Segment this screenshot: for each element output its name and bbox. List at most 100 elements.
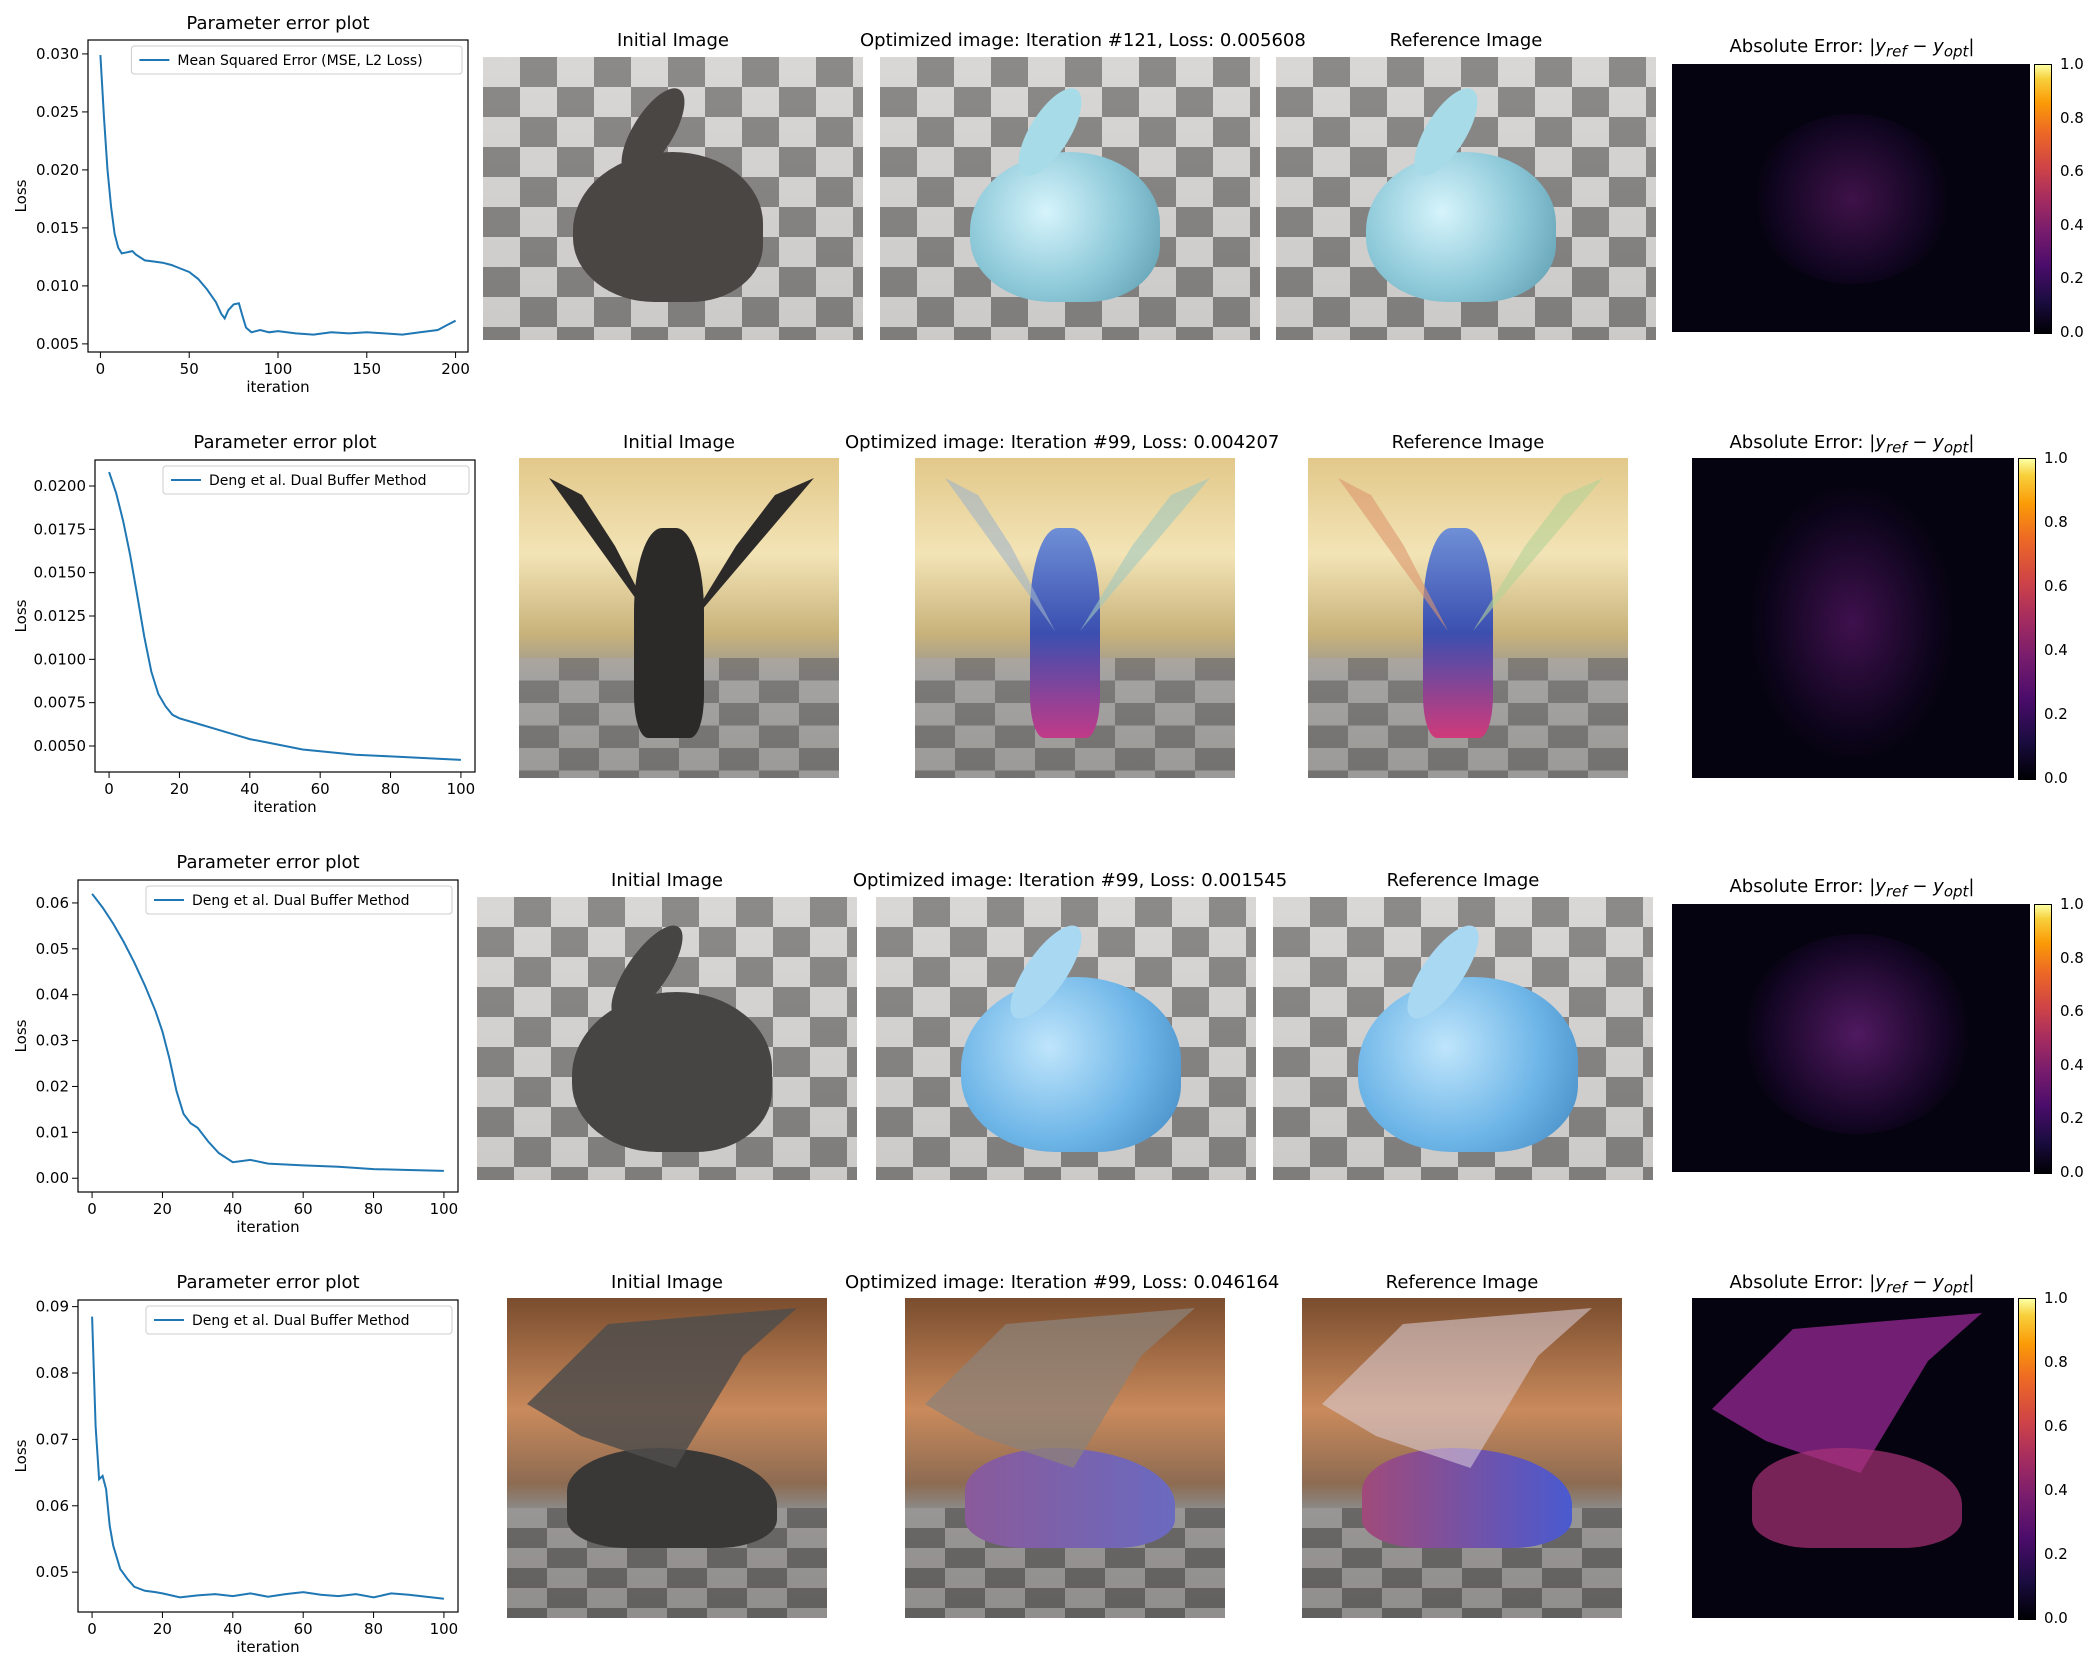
legend-box	[145, 885, 453, 915]
y-tick-label: 0.015	[36, 219, 79, 237]
loss-line	[108, 471, 461, 761]
optimized-image	[905, 1298, 1225, 1618]
optimized-image-title: Optimized image: Iteration #99, Loss: 0.…	[852, 870, 1288, 891]
legend-label: Deng et al. Dual Buffer Method	[192, 893, 410, 909]
blue-bunny-figure	[961, 977, 1181, 1152]
reference-image	[1273, 897, 1653, 1180]
colorbar-ticks: 0.0 0.2 0.4 0.6 0.8 1.0	[2044, 1289, 2068, 1627]
colorbar	[2018, 1298, 2036, 1620]
x-tick-label: 60	[311, 780, 330, 798]
optimized-image	[915, 458, 1235, 778]
x-tick-label: 60	[294, 1620, 313, 1638]
y-axis-label: Loss	[12, 1439, 30, 1472]
y-tick-label: 0.025	[36, 103, 79, 121]
x-tick-label: 40	[223, 1200, 242, 1218]
colorbar-ticks: 0.0 0.2 0.4 0.6 0.8 1.0	[2060, 895, 2084, 1181]
loss-line	[91, 1316, 445, 1600]
loss-line	[99, 55, 457, 336]
colorbar-ticks: 0.0 0.2 0.4 0.6 0.8 1.0	[2060, 55, 2084, 341]
reference-image	[1276, 57, 1656, 340]
x-tick-label: 40	[223, 1620, 242, 1638]
x-tick-label: 100	[447, 780, 476, 798]
x-tick-label: 80	[364, 1200, 383, 1218]
y-tick-label: 0.02	[36, 1077, 69, 1095]
optimized-image-title: Optimized image: Iteration #99, Loss: 0.…	[845, 1272, 1280, 1293]
y-tick-label: 0.020	[36, 161, 79, 179]
x-tick-label: 150	[352, 360, 381, 378]
x-tick-label: 0	[87, 1200, 97, 1218]
y-tick-label: 0.010	[36, 277, 79, 295]
error-map	[1672, 64, 2030, 332]
y-tick-label: 0.05	[36, 940, 69, 958]
figure-row-1: Parameter error plot 0 50 100 150 200 0.005 0.…	[0, 0, 2100, 420]
error-map-title: Absolute Error: |yref − yopt|	[1729, 432, 1975, 457]
colorbar-ticks: 0.0 0.2 0.4 0.6 0.8 1.0	[2044, 449, 2068, 787]
initial-image-title: Initial Image	[617, 30, 729, 51]
bunny-figure	[572, 992, 772, 1152]
x-tick-label: 20	[153, 1200, 172, 1218]
reference-image-title: Reference Image	[1391, 432, 1545, 453]
glass-bunny-figure	[1366, 152, 1556, 302]
reference-image-title: Reference Image	[1389, 30, 1543, 51]
x-tick-label: 0	[96, 360, 106, 378]
y-tick-label: 0.01	[36, 1123, 69, 1141]
loss-chart-1: 0 50 100 150 200 0.005 0.010 0.015 0.020 0.025 0.0…	[12, 39, 470, 396]
error-map	[1692, 1298, 2014, 1618]
y-tick-label: 0.0150	[34, 564, 87, 582]
dragon-figure	[634, 528, 704, 738]
y-axis-label: Loss	[12, 1019, 30, 1052]
x-tick-label: 100	[430, 1200, 459, 1218]
figure-row-2: Parameter error plot 0 20 40 60 80 100 0.0050 0…	[0, 420, 2100, 840]
loss-chart-3: 0 20 40 60 80 100 0.00 0.01 0.02 0.03 0.04 0.05 0.06…	[12, 879, 459, 1236]
y-tick-label: 0.0100	[34, 650, 87, 668]
legend-box	[130, 45, 463, 75]
x-axis-label: iteration	[253, 798, 316, 816]
plot-title: Parameter error plot	[186, 13, 370, 34]
reference-image-title: Reference Image	[1385, 1272, 1539, 1293]
glass-dragon-figure	[1030, 528, 1100, 738]
initial-image-title: Initial Image	[611, 1272, 723, 1293]
error-map-title: Absolute Error: |yref − yopt|	[1729, 876, 1975, 901]
blue-bunny-figure	[1358, 977, 1578, 1152]
x-tick-label: 60	[294, 1200, 313, 1218]
y-tick-label: 0.0125	[34, 607, 87, 625]
error-map-title: Absolute Error: |yref − yopt|	[1729, 36, 1975, 61]
initial-image	[507, 1298, 827, 1618]
y-tick-label: 0.0075	[34, 694, 87, 712]
plot-frame	[94, 459, 476, 773]
x-tick-label: 20	[153, 1620, 172, 1638]
error-map	[1672, 904, 2030, 1172]
plot-title: Parameter error plot	[176, 1272, 360, 1293]
figure-row-4: Parameter error plot 0 20 40 60 80 100 0.05 0.0…	[0, 1260, 2100, 1680]
optimized-image	[880, 57, 1260, 340]
y-tick-label: 0.03	[36, 1032, 69, 1050]
y-tick-label: 0.00	[36, 1169, 69, 1187]
plot-title: Parameter error plot	[193, 432, 377, 453]
colorbar	[2034, 904, 2052, 1174]
error-map	[1692, 458, 2014, 778]
x-axis-label: iteration	[246, 378, 309, 396]
x-tick-label: 0	[87, 1620, 97, 1638]
x-tick-label: 100	[264, 360, 293, 378]
optimized-image-title: Optimized image: Iteration #121, Loss: 0…	[860, 30, 1306, 51]
colorbar	[2034, 64, 2052, 334]
x-tick-label: 80	[364, 1620, 383, 1638]
x-tick-label: 0	[104, 780, 114, 798]
bunny-figure	[573, 152, 763, 302]
optimized-image	[876, 897, 1256, 1180]
initial-image-title: Initial Image	[611, 870, 723, 891]
y-tick-label: 0.08	[36, 1364, 69, 1382]
y-tick-label: 0.0050	[34, 737, 87, 755]
plot-frame	[87, 39, 469, 353]
x-tick-label: 40	[240, 780, 259, 798]
glass-dragon-figure	[1423, 528, 1493, 738]
x-axis-label: iteration	[236, 1218, 299, 1236]
error-map-title: Absolute Error: |yref − yopt|	[1729, 1272, 1975, 1297]
figure-row-3: Parameter error plot 0 20 40 60 80 100 0.00 0.0…	[0, 840, 2100, 1260]
initial-image	[477, 897, 857, 1180]
y-tick-label: 0.06	[36, 1497, 69, 1515]
legend-box	[162, 465, 470, 495]
y-tick-label: 0.005	[36, 335, 79, 353]
loss-chart-4: 0 20 40 60 80 100 0.05 0.06 0.07 0.08 0.09 iteratio…	[12, 1298, 459, 1656]
initial-image	[519, 458, 839, 778]
